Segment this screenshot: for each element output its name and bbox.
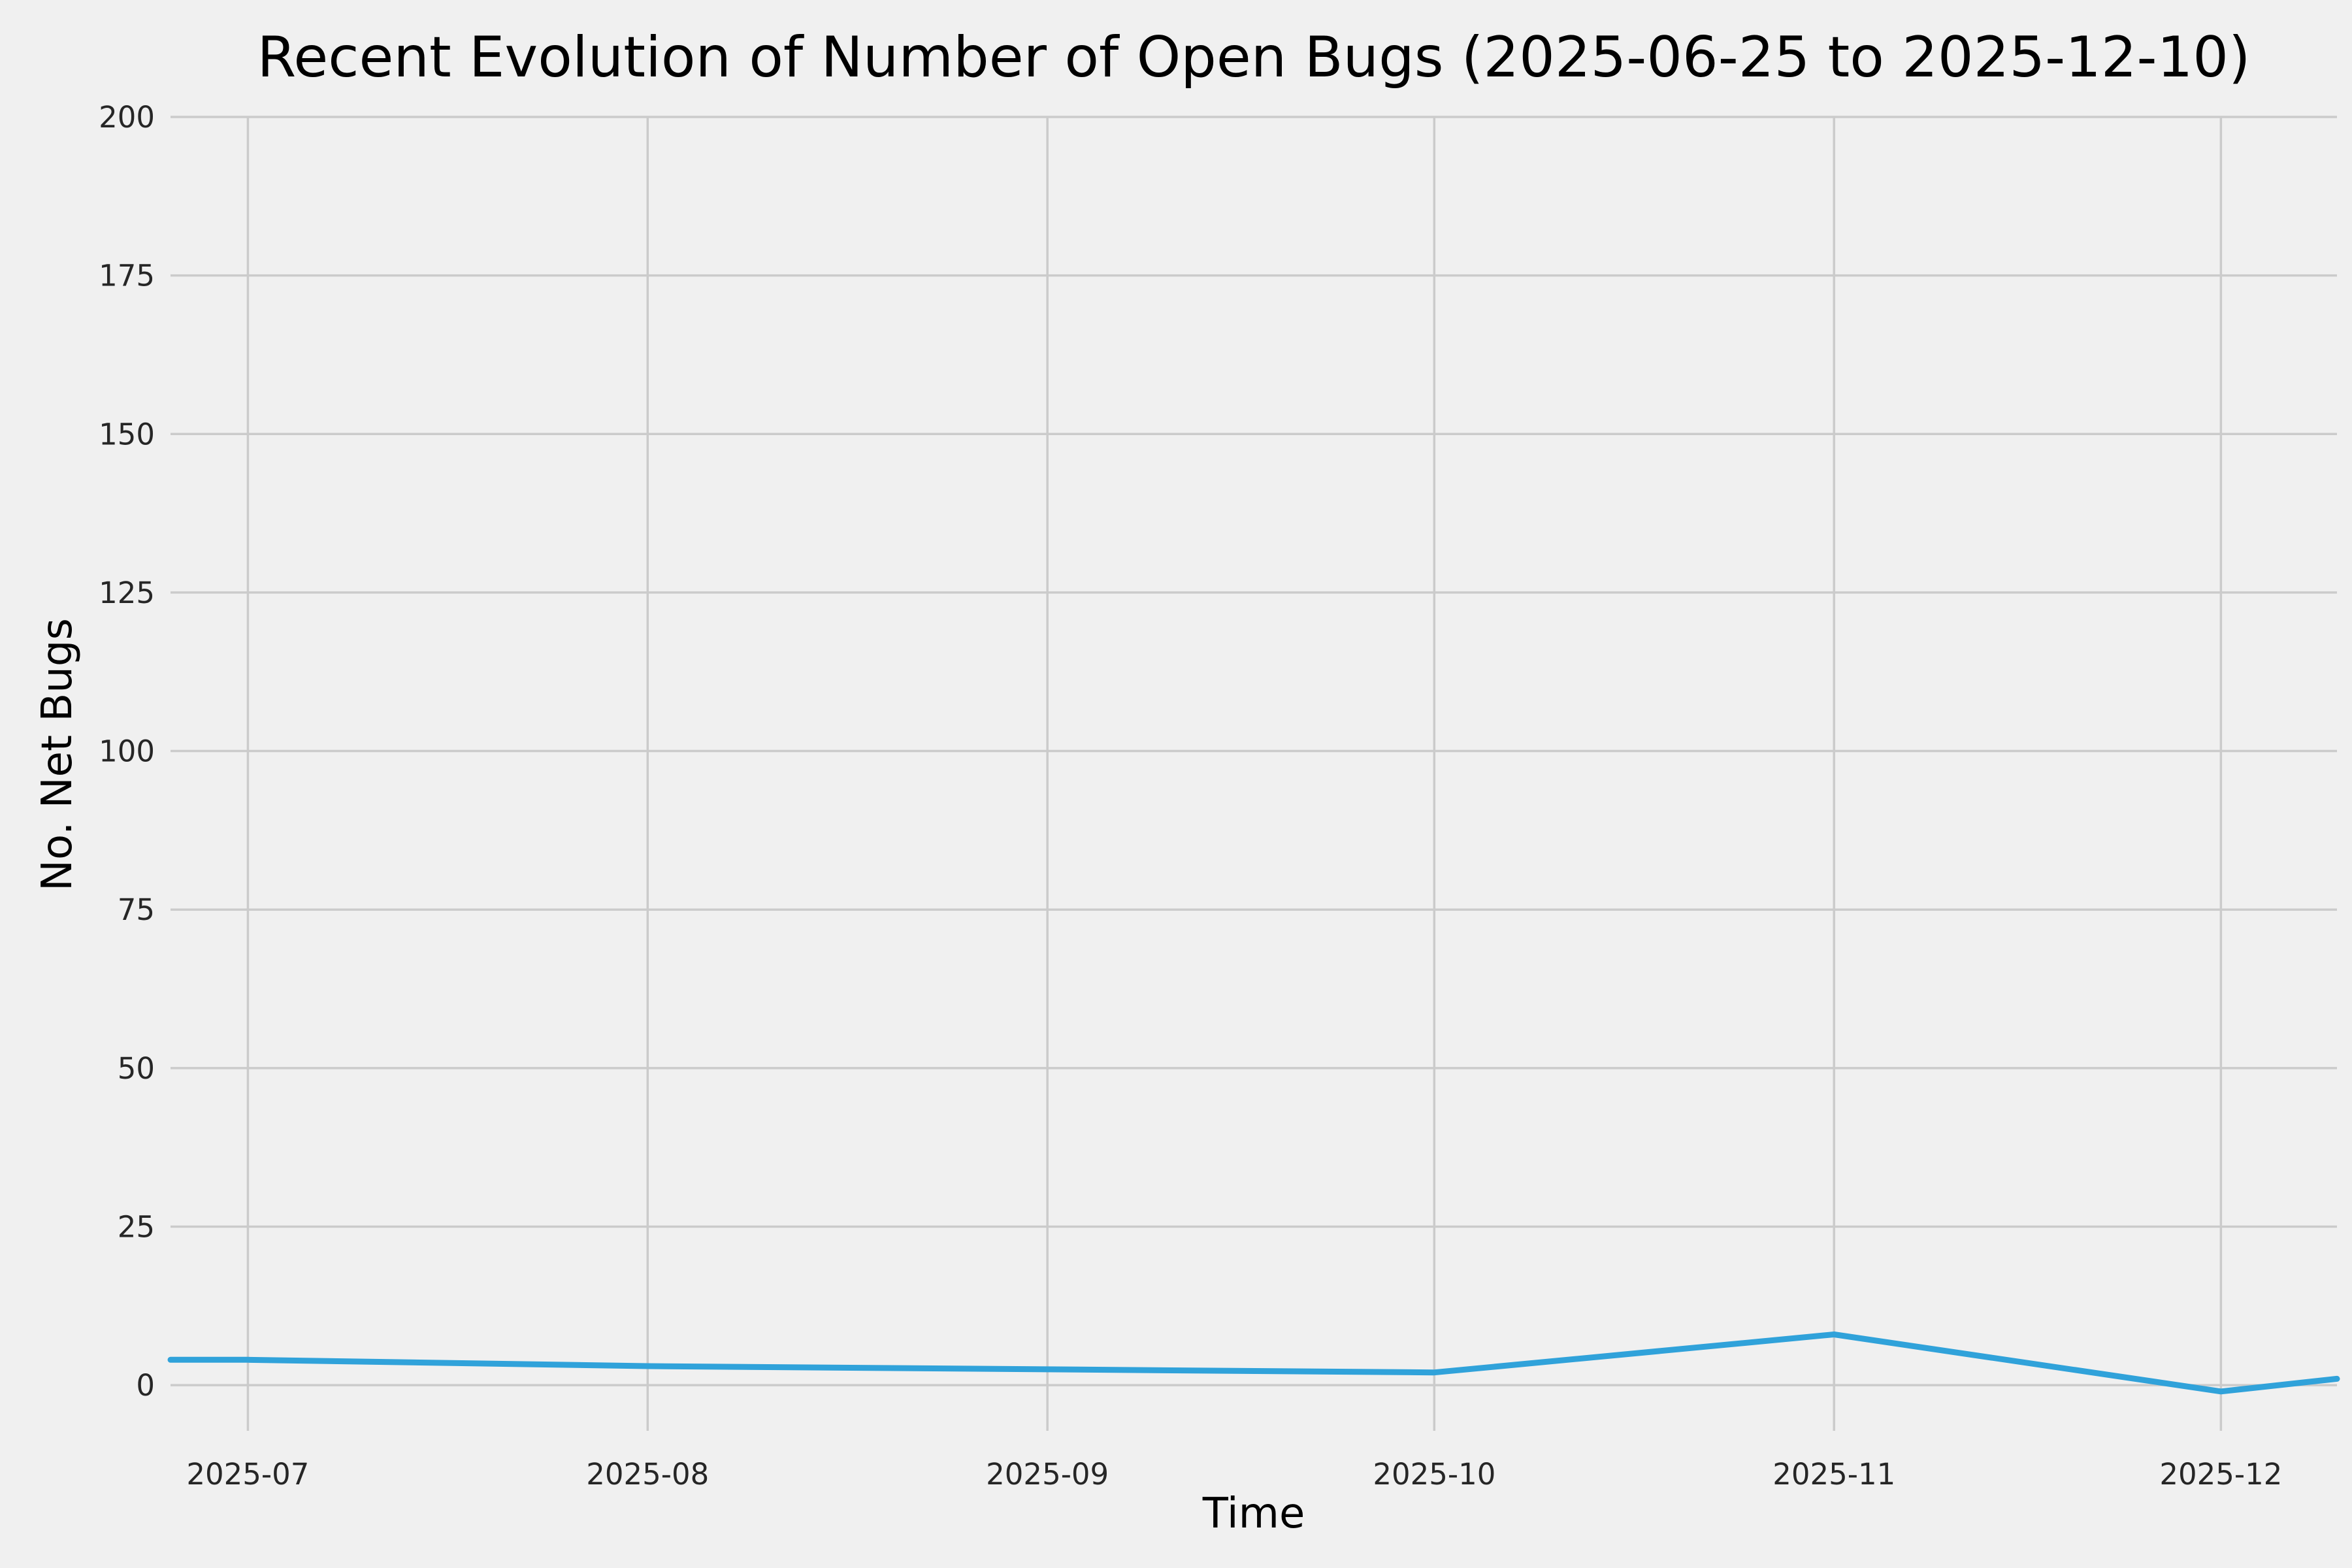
chart-title: Recent Evolution of Number of Open Bugs … [257, 25, 2251, 90]
x-axis-label: Time [1202, 1490, 1305, 1538]
y-tick-label: 200 [99, 100, 155, 135]
y-tick-label: 75 [118, 892, 155, 927]
y-tick-label: 0 [136, 1368, 155, 1403]
y-tick-label: 150 [99, 417, 155, 451]
x-tick-label: 2025-12 [2159, 1457, 2282, 1492]
x-tick-label: 2025-10 [1373, 1457, 1495, 1492]
y-tick-label: 175 [99, 259, 155, 293]
y-tick-label: 100 [99, 734, 155, 769]
data-line-open-bugs [167, 1331, 2340, 1395]
x-tick-label: 2025-07 [186, 1457, 309, 1492]
y-tick-label: 50 [118, 1051, 155, 1086]
y-tick-label: 25 [118, 1209, 155, 1244]
y-tick-label: 125 [99, 576, 155, 610]
x-tick-label: 2025-09 [986, 1457, 1109, 1492]
x-tick-label: 2025-11 [1772, 1457, 1895, 1492]
x-tick-label: 2025-08 [586, 1457, 709, 1492]
